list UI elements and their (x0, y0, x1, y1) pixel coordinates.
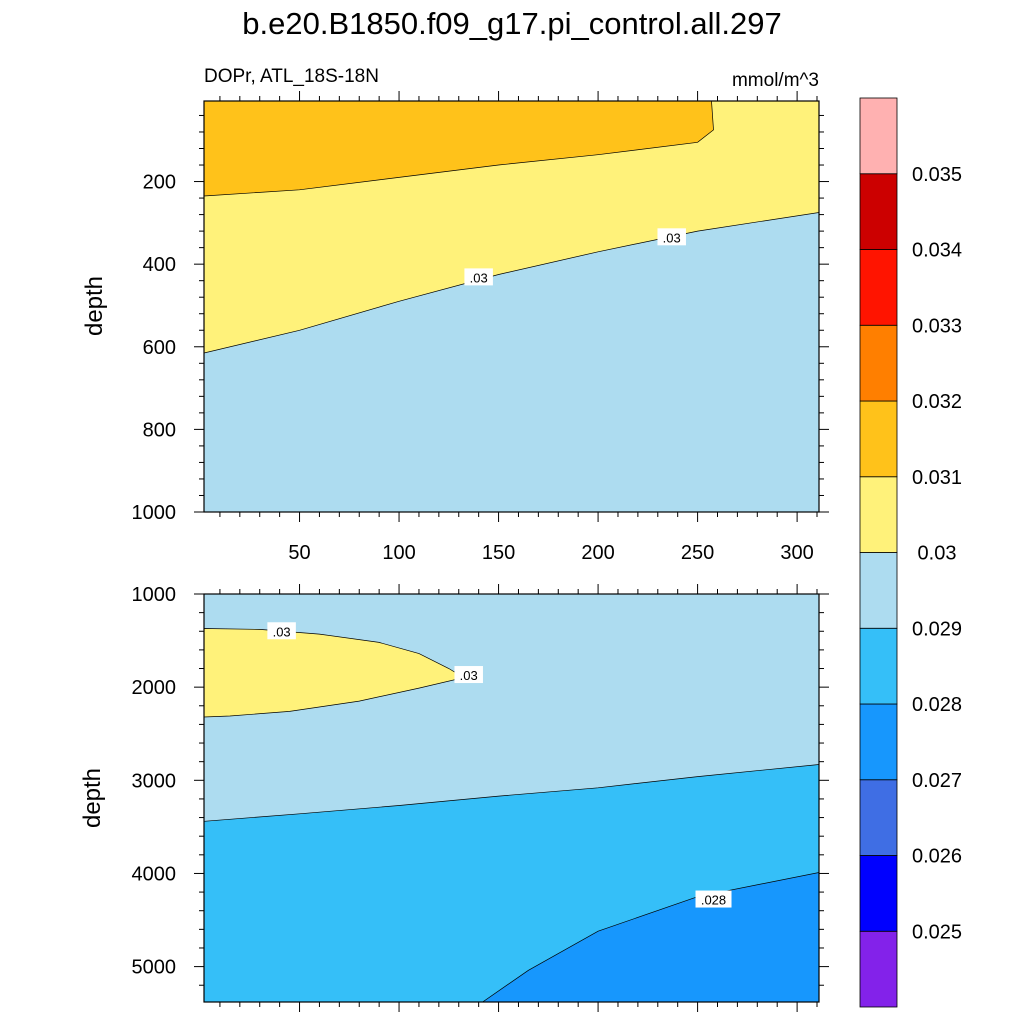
y-axis-label-lower: depth (79, 768, 106, 828)
contour-label: .03 (657, 228, 686, 246)
colorbar-swatch (859, 173, 898, 250)
svg-text:.03: .03 (273, 624, 291, 639)
svg-text:.03: .03 (663, 230, 681, 245)
colorbar-label: 0.026 (912, 846, 962, 868)
y-axis-label-upper: depth (81, 276, 108, 336)
colorbar-swatch (859, 400, 898, 478)
colorbar-swatch (859, 703, 898, 781)
figure-title: b.e20.B1850.f09_g17.pi_control.all.297 (242, 6, 782, 41)
colorbar-label: 0.035 (912, 164, 962, 186)
contour-label: .028 (695, 890, 732, 908)
region-0.031-0.032 (204, 101, 714, 197)
y-tick-label: 3000 (132, 770, 177, 792)
colorbar-swatch (859, 324, 898, 402)
y-tick-label: 200 (143, 172, 176, 194)
svg-text:.028: .028 (701, 893, 726, 908)
variable-region-label: DOPr, ATL_18S-18N (204, 66, 379, 87)
colorbar-label: 0.028 (912, 694, 962, 716)
svg-text:.03: .03 (460, 668, 478, 683)
units-label: mmol/m^3 (732, 70, 819, 91)
y-tick-label: 600 (143, 337, 176, 359)
lower-depth-panel: .03 .03 .028 1000 2000 3000 4000 5000 (132, 584, 829, 1012)
colorbar-swatch (859, 930, 898, 1008)
x-tick-label: 150 (482, 542, 515, 564)
colorbar-swatch (859, 627, 898, 705)
x-tick-label: 250 (681, 542, 714, 564)
y-tick-label: 1000 (132, 584, 177, 606)
region-0.029-0.030 (204, 212, 819, 512)
colorbar: 0.025 0.026 0.027 0.028 0.029 0.03 0.031 0.032 0… (859, 97, 962, 1008)
contour-label: .03 (464, 268, 493, 286)
colorbar-label: 0.03 (918, 543, 957, 565)
colorbar-label: 0.033 (912, 315, 962, 337)
plot-frame (203, 593, 820, 1003)
x-tick-label: 200 (581, 542, 614, 564)
colorbar-swatch (859, 779, 898, 856)
contour-label: .03 (454, 666, 483, 684)
colorbar-swatch (859, 249, 898, 326)
colorbar-swatch (859, 97, 898, 175)
x-tick-label: 50 (288, 542, 310, 564)
colorbar-swatch (859, 552, 898, 629)
y-tick-label: 400 (143, 254, 176, 276)
upper-depth-panel: .03 .03 50 100 150 200 250 300 200 400 600 800 1000 (132, 91, 829, 564)
colorbar-label: 0.027 (912, 770, 962, 792)
colorbar-swatch (859, 476, 898, 553)
y-tick-label: 5000 (132, 957, 177, 979)
y-tick-label: 4000 (132, 863, 177, 885)
svg-text:.03: .03 (470, 270, 488, 285)
y-tick-label: 1000 (132, 502, 177, 524)
colorbar-label: 0.034 (912, 240, 962, 262)
colorbar-label: 0.032 (912, 391, 962, 413)
colorbar-label: 0.029 (912, 618, 962, 640)
x-tick-label: 100 (382, 542, 415, 564)
x-tick-label: 300 (780, 542, 813, 564)
plot-frame (203, 100, 820, 513)
colorbar-label: 0.025 (912, 921, 962, 943)
y-tick-label: 800 (143, 419, 176, 441)
colorbar-swatch (859, 855, 898, 932)
colorbar-label: 0.031 (912, 467, 962, 489)
y-tick-label: 2000 (132, 677, 177, 699)
contour-label: .03 (267, 622, 296, 640)
